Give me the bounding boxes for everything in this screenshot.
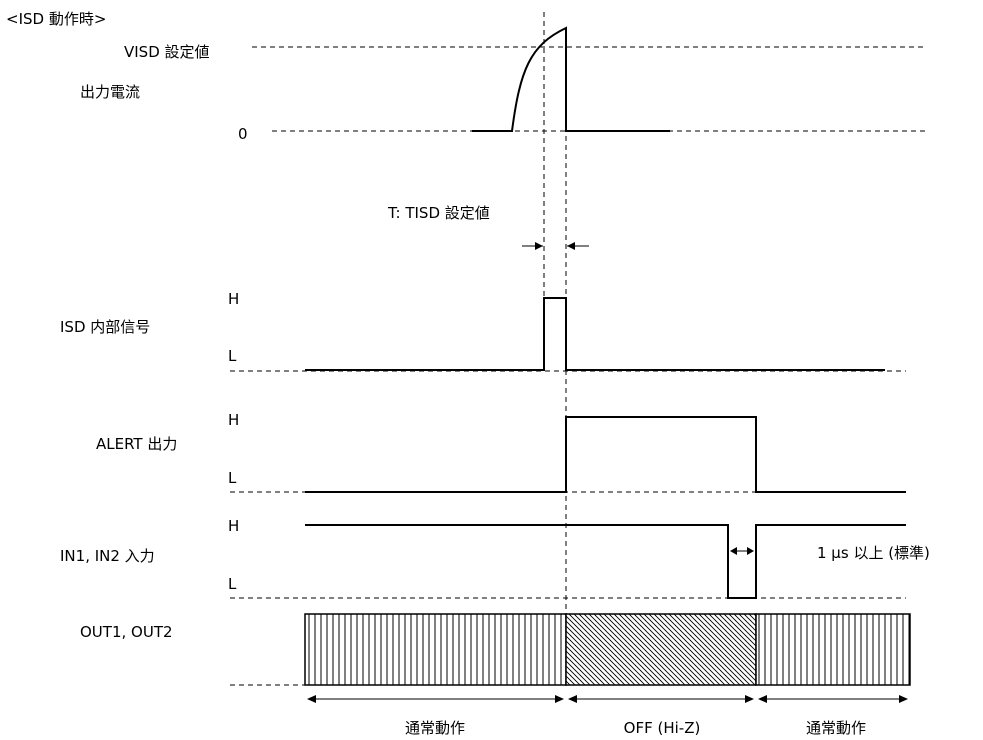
pulse-width-note: 1 μs 以上 (標準) [817, 544, 930, 562]
pulse-arrowhead-right [747, 547, 754, 555]
current-label: 出力電流 [80, 83, 140, 101]
alert-signal-label: ALERT 出力 [96, 435, 177, 453]
isd-high-label: H [228, 290, 239, 308]
alert-low-label: L [228, 469, 237, 487]
diagram-title: <ISD 動作時> [6, 10, 106, 28]
tisd-arrowhead-left [535, 242, 543, 250]
phase-label-normal-1: 通常動作 [405, 719, 465, 737]
alert-waveform [305, 416, 906, 493]
alert-high-label: H [228, 411, 239, 429]
vset-label: VISD 設定値 [124, 43, 210, 61]
input-high-label: H [228, 517, 239, 535]
phase-arrow-normal-1 [307, 695, 564, 703]
isd-low-label: L [228, 347, 237, 365]
phase-arrow-off [568, 695, 754, 703]
tisd-arrowhead-right [567, 242, 575, 250]
tisd-label: T: TISD 設定値 [387, 204, 490, 222]
output-normal-block-2 [755, 613, 911, 686]
input-signal-label: IN1, IN2 入力 [60, 547, 155, 565]
phase-label-off: OFF (Hi-Z) [624, 719, 701, 737]
phase-label-normal-2: 通常動作 [806, 719, 866, 737]
isd-signal-label: ISD 内部信号 [60, 318, 150, 336]
input-waveform [305, 524, 906, 599]
output-signal-label: OUT1, OUT2 [80, 623, 173, 641]
zero-label: 0 [238, 125, 248, 143]
output-normal-block-1 [304, 613, 567, 686]
output-off-block [565, 613, 757, 686]
pulse-arrowhead-left [730, 547, 737, 555]
phase-arrow-normal-2 [758, 695, 908, 703]
isd-waveform [305, 297, 885, 371]
input-low-label: L [228, 575, 237, 593]
current-waveform [472, 26, 670, 132]
